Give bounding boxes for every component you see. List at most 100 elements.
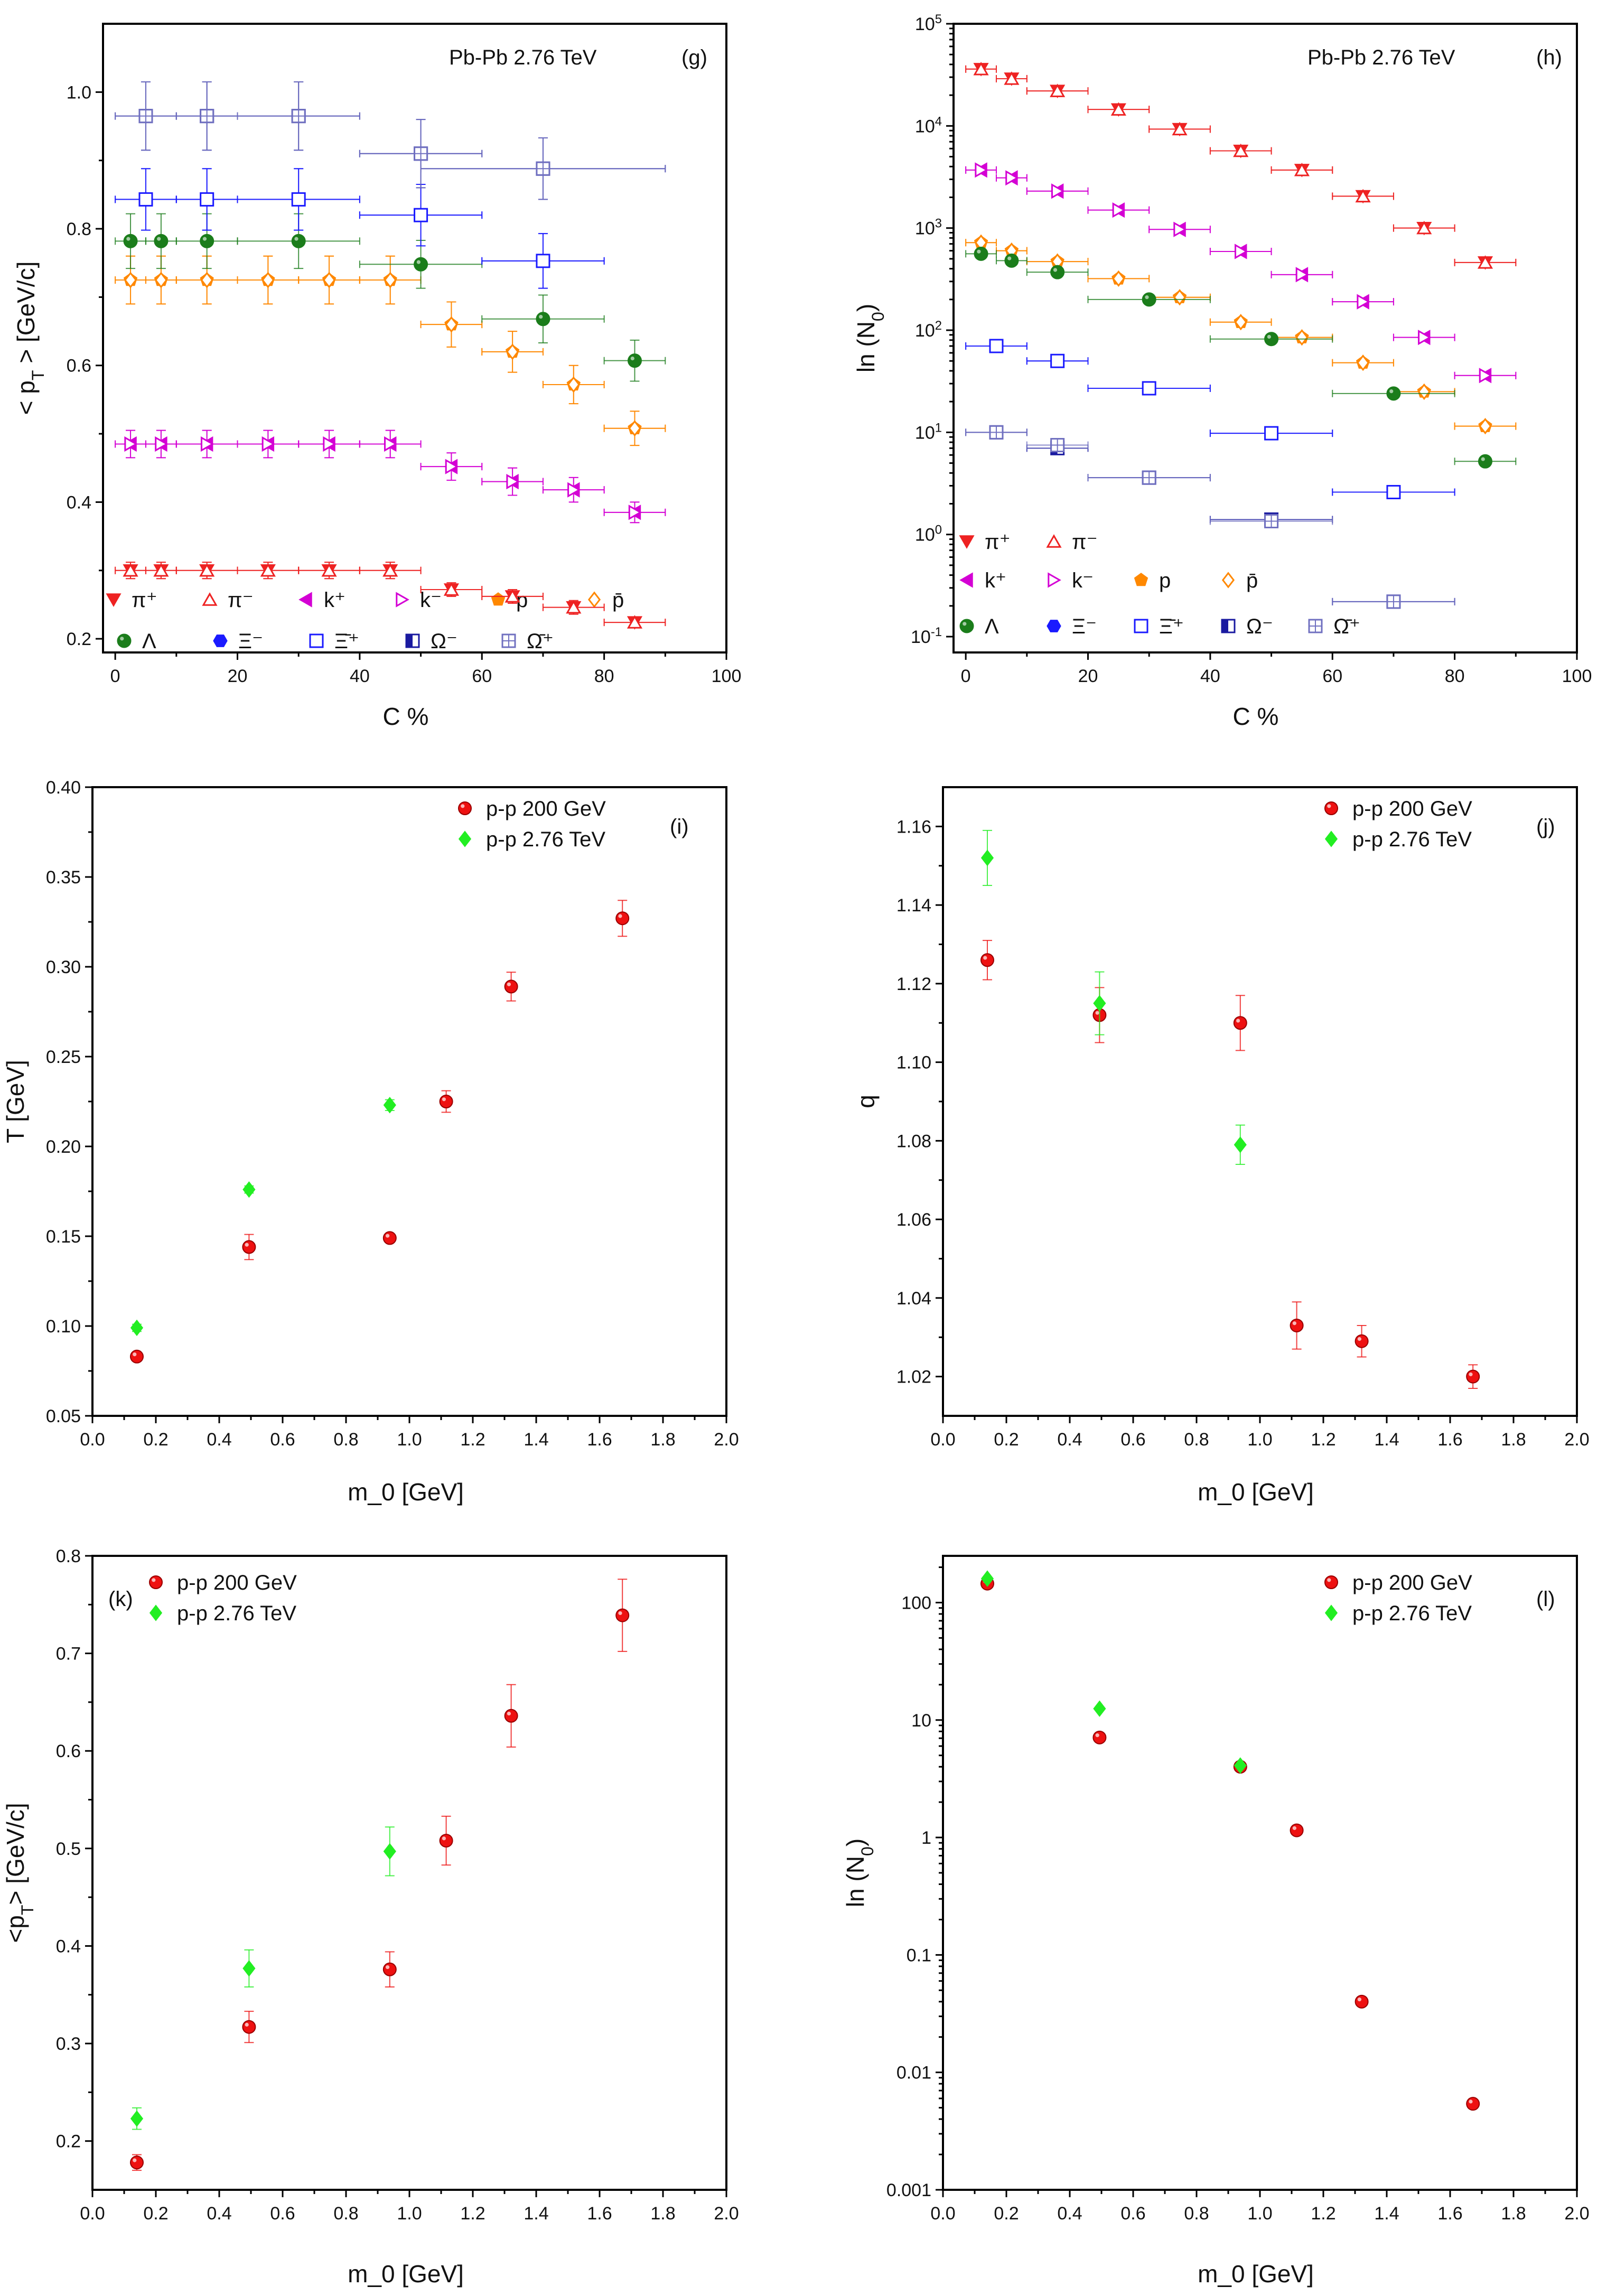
data-point xyxy=(1004,71,1020,85)
series-p-p 200 GeV xyxy=(130,900,630,1364)
data-point xyxy=(124,272,137,288)
series-p-p 2.76 TeV xyxy=(130,1097,396,1337)
data-point xyxy=(443,582,459,596)
legend-label: k⁺ xyxy=(985,569,1006,592)
legend: p-p 200 GeV p-p 2.76 TeV xyxy=(1324,1571,1472,1625)
data-point xyxy=(504,1709,518,1723)
data-point xyxy=(1112,202,1126,218)
x-tick-label: 20 xyxy=(1078,666,1098,686)
legend-label: Ξ⁻ xyxy=(1072,615,1097,638)
data-point xyxy=(242,1181,256,1198)
legend-entry: Ω̄⁺ xyxy=(1308,615,1360,638)
data-point xyxy=(382,1962,397,1976)
legend-label: p xyxy=(1159,569,1171,592)
data-point xyxy=(1264,426,1279,441)
data-point xyxy=(1355,1994,1369,2009)
y-axis-label: ln (N0) xyxy=(842,1838,877,1907)
x-tick-label: 0.6 xyxy=(270,1430,295,1450)
x-tick-label: 2.0 xyxy=(714,1430,739,1450)
series-π⁻ xyxy=(965,61,1517,269)
data-point xyxy=(980,850,994,866)
data-point xyxy=(261,436,276,452)
legend-marker xyxy=(491,592,506,606)
plot-frame xyxy=(91,1555,727,2191)
x-tick-label: 0.8 xyxy=(1184,1430,1209,1450)
x-tick-label: 100 xyxy=(712,666,742,686)
y-tick-label: 1.0 xyxy=(67,82,91,102)
legend-label: p-p 2.76 TeV xyxy=(177,1602,296,1625)
data-point xyxy=(1004,253,1019,268)
y-axis-label: < pT > [GeV/c] xyxy=(12,262,48,415)
x-tick-label: 60 xyxy=(1322,666,1342,686)
legend: π⁺ π⁻ k⁺ k⁻ p p̄ Λ Ξ⁻ Ξ̄⁺ Ω⁻ Ω̄⁺ xyxy=(106,589,624,653)
data-point xyxy=(1466,2097,1480,2111)
x-tick-label: 2.0 xyxy=(714,2204,739,2224)
legend-marker xyxy=(1324,801,1338,815)
legend-entry: π⁺ xyxy=(106,589,157,612)
legend-label: Ω⁻ xyxy=(1246,615,1273,638)
x-tick-label: 1.8 xyxy=(650,1430,675,1450)
y-tick-label: 0.8 xyxy=(56,1546,81,1566)
data-point xyxy=(628,420,641,437)
data-point xyxy=(130,1319,144,1337)
legend-marker xyxy=(149,1575,163,1589)
legend-label: Ω⁻ xyxy=(431,630,457,653)
x-tick-label: 0.8 xyxy=(333,2204,358,2224)
y-axis-label: <pT> [GeV/c] xyxy=(2,1803,37,1943)
x-tick-label: 60 xyxy=(472,666,492,686)
data-point xyxy=(323,436,337,452)
y-tick-label: 0.3 xyxy=(56,2034,81,2054)
data-point xyxy=(504,979,518,994)
x-axis-label: m_0 [GeV] xyxy=(1198,2260,1314,2288)
legend-marker xyxy=(298,592,312,608)
x-tick-label: 0.8 xyxy=(333,1430,358,1450)
legend-label: p-p 200 GeV xyxy=(1352,797,1472,820)
legend-marker xyxy=(202,592,218,606)
data-point xyxy=(1386,484,1401,499)
x-tick-label: 1.2 xyxy=(1311,2204,1335,2224)
x-tick-label: 80 xyxy=(594,666,614,686)
legend-entry: Ω⁻ xyxy=(1221,615,1273,638)
legend-label: k⁻ xyxy=(1072,569,1094,592)
y-tick-label: 1.16 xyxy=(896,817,931,837)
series-k⁺ xyxy=(965,162,1517,384)
legend-label: π⁻ xyxy=(228,589,254,612)
data-point xyxy=(1110,102,1126,116)
y-tick-label: 0.40 xyxy=(46,778,81,798)
y-tick-label: 1.02 xyxy=(896,1367,931,1387)
data-point xyxy=(242,2020,256,2034)
data-point xyxy=(1417,383,1431,400)
legend-entry: p̄ xyxy=(1221,569,1258,592)
data-point xyxy=(382,563,398,577)
data-point xyxy=(506,474,520,490)
data-point xyxy=(974,246,988,261)
series-k⁻ xyxy=(115,430,666,524)
data-point xyxy=(439,1095,453,1108)
data-point xyxy=(1264,332,1279,347)
plot-frame xyxy=(942,1555,1578,2191)
y-tick-label: 0.35 xyxy=(46,867,81,888)
legend-entry: Ξ̄⁺ xyxy=(1134,615,1184,638)
legend-label: p-p 2.76 TeV xyxy=(486,828,605,851)
y-tick-label: 0.01 xyxy=(896,2063,931,2083)
data-point xyxy=(445,459,459,474)
data-point xyxy=(567,376,580,393)
x-tick-label: 2.0 xyxy=(1564,1430,1589,1450)
data-point xyxy=(1234,1136,1247,1153)
panel-tag: (h) xyxy=(1536,46,1562,69)
series-π⁺ xyxy=(965,63,1517,270)
legend-marker xyxy=(309,633,324,648)
legend-entry: p-p 2.76 TeV xyxy=(149,1602,296,1625)
series-p-p 200 GeV xyxy=(980,1576,1480,2111)
data-point xyxy=(138,192,153,207)
x-tick-label: 40 xyxy=(1200,666,1220,686)
legend-label: p-p 2.76 TeV xyxy=(1352,1602,1472,1625)
legend-row-1a: π⁺ π⁻ xyxy=(959,530,1098,554)
legend-label: π⁺ xyxy=(985,530,1011,554)
data-point xyxy=(973,61,989,76)
data-point xyxy=(566,600,582,614)
x-tick-label: 1.6 xyxy=(587,2204,612,2224)
data-point xyxy=(384,436,398,452)
data-point xyxy=(627,615,643,629)
plot-frame xyxy=(942,786,1578,1417)
